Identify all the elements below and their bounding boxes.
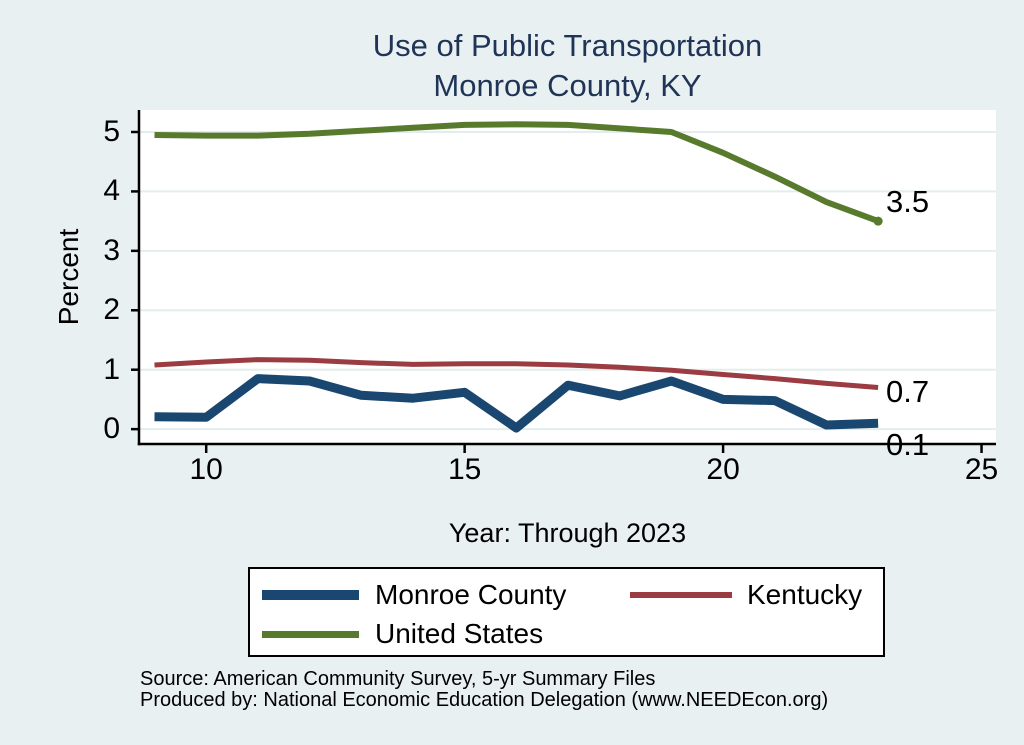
plot-area (131, 110, 996, 453)
series-line-united-states (154, 121, 880, 224)
y-tick-label: 3 (103, 233, 120, 267)
source-line-1: Source: American Community Survey, 5-yr … (140, 668, 656, 690)
series-line-monroe-county (154, 374, 879, 433)
chart-title-line2: Monroe County, KY (433, 68, 702, 103)
x-axis-title: Year: Through 2023 (448, 518, 687, 548)
series-end-marker (873, 216, 883, 226)
source-note: Source: American Community Survey, 5-yr … (140, 669, 828, 711)
x-tick-label: 25 (964, 453, 999, 486)
series-line-kentucky (154, 357, 879, 390)
end-value-label-monroe-county: 0.1 (886, 427, 930, 463)
y-tick-label: 0 (103, 412, 120, 446)
legend-label-monroe-county: Monroe County (375, 579, 567, 610)
x-tick-label: 10 (189, 453, 223, 486)
x-tick-label: 20 (706, 453, 740, 486)
source-line-2: Produced by: National Economic Education… (140, 689, 829, 711)
legend-swatch-kentucky (630, 592, 732, 598)
end-value-label-kentucky: 0.7 (886, 373, 930, 409)
chart-title-line1: Use of Public Transportation (372, 28, 763, 63)
legend-swatch-united-states (262, 631, 359, 638)
y-tick-label: 2 (103, 293, 120, 327)
legend-label-united-states: United States (375, 618, 544, 649)
legend: Monroe County Kentucky United States (248, 567, 885, 657)
y-tick-label: 5 (103, 114, 120, 148)
legend-swatch-monroe-county (262, 590, 359, 600)
y-tick-label: 1 (103, 352, 120, 386)
x-tick-label: 15 (447, 453, 482, 486)
y-tick-label: 4 (103, 174, 120, 208)
end-value-label-united-states: 3.5 (886, 184, 930, 220)
chart-title: Use of Public Transportation Monroe Coun… (139, 26, 996, 106)
legend-label-kentucky: Kentucky (747, 579, 863, 610)
